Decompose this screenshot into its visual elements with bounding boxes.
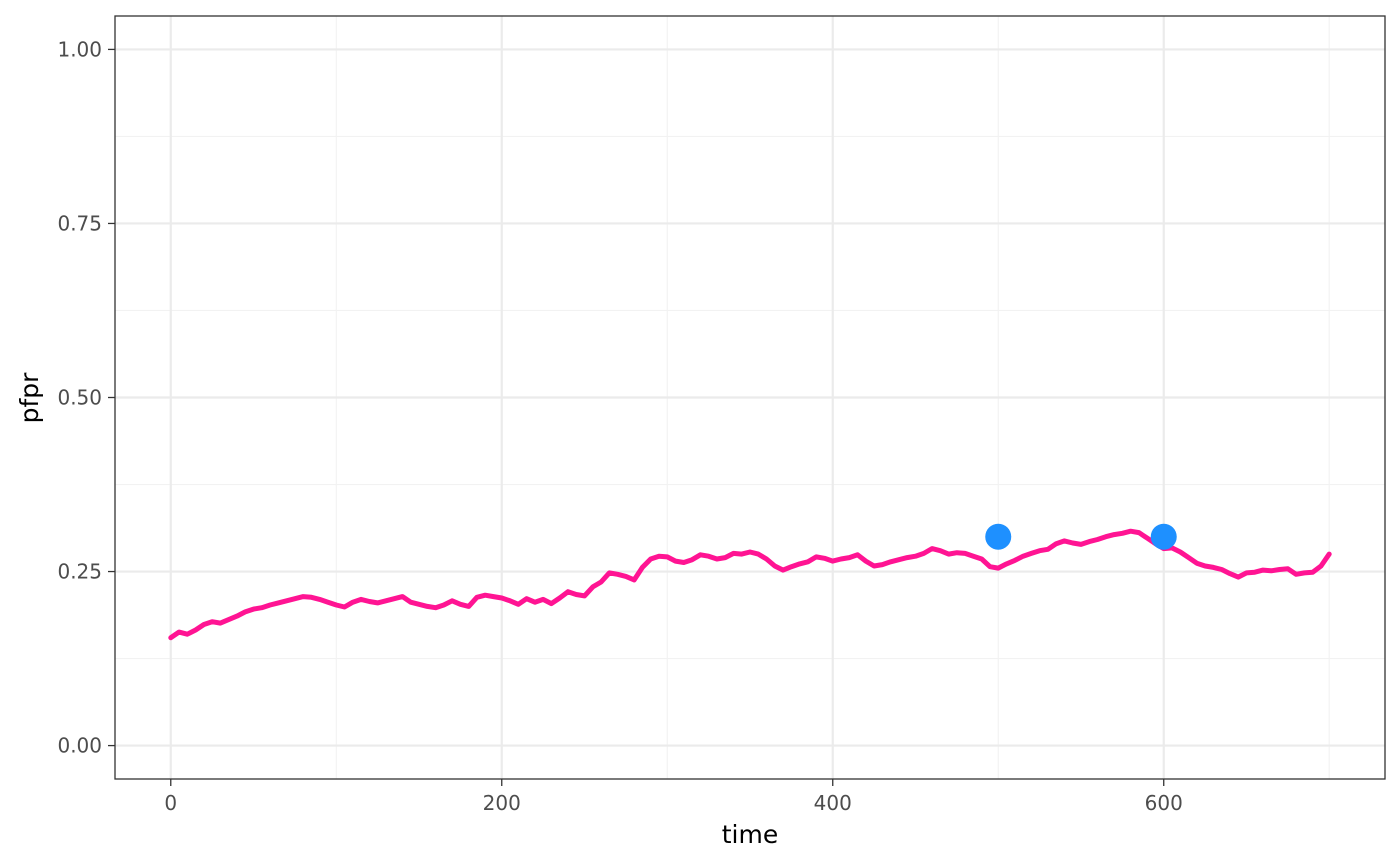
x-tick-label: 0 bbox=[164, 791, 177, 815]
x-tick-label: 400 bbox=[814, 791, 852, 815]
x-axis-title: time bbox=[722, 820, 778, 849]
y-tick-label: 0.25 bbox=[57, 560, 102, 584]
y-axis-title: pfpr bbox=[15, 372, 44, 424]
pfpr-line bbox=[168, 528, 1332, 641]
x-tick-label: 200 bbox=[483, 791, 521, 815]
major-gridlines bbox=[115, 16, 1385, 779]
x-axis: 0 200 400 600 bbox=[164, 779, 1183, 815]
data-point bbox=[1150, 523, 1177, 550]
minor-gridlines bbox=[115, 16, 1385, 779]
y-axis: 0.00 0.25 0.50 0.75 1.00 bbox=[57, 37, 115, 758]
series-layer bbox=[168, 523, 1332, 641]
y-tick-label: 0.00 bbox=[57, 734, 102, 758]
y-tick-label: 0.75 bbox=[57, 211, 102, 235]
x-tick-label: 600 bbox=[1145, 791, 1183, 815]
data-point bbox=[985, 523, 1012, 550]
y-tick-label: 1.00 bbox=[57, 37, 102, 61]
y-tick-label: 0.50 bbox=[57, 386, 102, 410]
